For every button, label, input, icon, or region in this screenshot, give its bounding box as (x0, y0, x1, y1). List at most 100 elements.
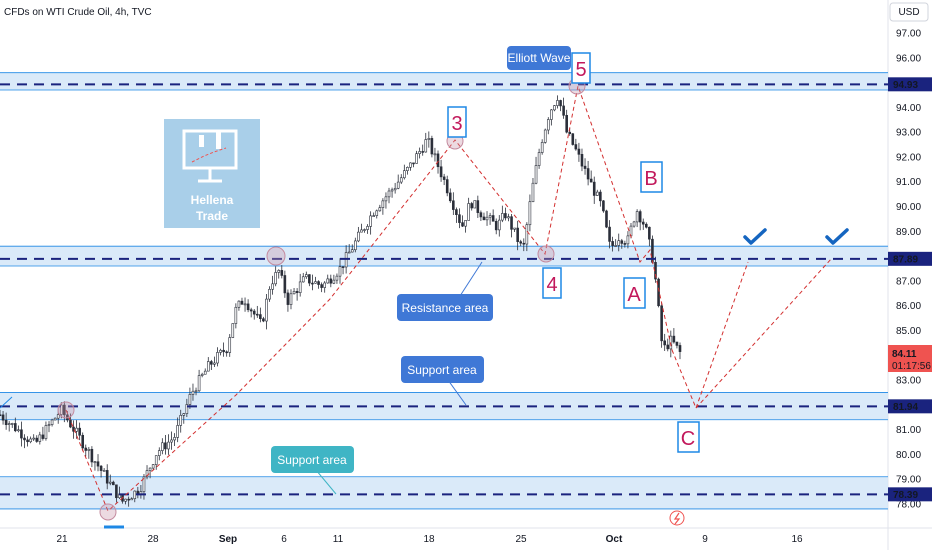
candle-body (531, 182, 535, 203)
checkmark-icon (743, 228, 767, 245)
logo-candle-right (216, 131, 221, 149)
lightning-icon[interactable] (669, 510, 685, 526)
candle-body (421, 151, 425, 153)
candle-body (72, 426, 75, 432)
annotation-support-upper[interactable]: Support area (401, 356, 484, 406)
time-tick-label: Oct (606, 534, 623, 545)
wave-c-label: C (681, 428, 695, 450)
candle-body (455, 209, 458, 215)
price-tick-label: 80.00 (896, 450, 921, 461)
candle-body (32, 437, 35, 440)
candle-body (501, 213, 504, 221)
currency-button-frame (889, 2, 929, 22)
support-label-lower: Support area (277, 453, 347, 467)
currency-button[interactable]: USD (889, 2, 929, 22)
candle-body (268, 288, 271, 300)
candle-body (298, 281, 302, 293)
zones-layer (0, 72, 888, 510)
candle-body (378, 207, 382, 212)
price-tick-label: 83.00 (896, 376, 921, 387)
currency-label: USD (898, 7, 919, 18)
time-tick-label: 11 (333, 534, 344, 545)
candle-body (47, 424, 51, 426)
candle-body (84, 447, 88, 451)
callout-pointer (459, 261, 483, 297)
candle-body (124, 498, 127, 502)
candle-body (243, 303, 247, 306)
target-checkmarks (743, 228, 849, 245)
candle-body (617, 240, 621, 246)
candle-body (657, 278, 660, 307)
candle-body (513, 227, 516, 230)
level-tag-bg (888, 77, 932, 92)
candle-body (396, 181, 400, 189)
price-tick-label: 91.00 (896, 177, 921, 188)
support-bubble-lower (271, 446, 354, 473)
candle-body (93, 461, 97, 464)
price-tick-label: 81.00 (896, 425, 921, 436)
wave-3-box (447, 106, 467, 138)
candle-body (574, 144, 578, 150)
time-tick-label: 25 (515, 534, 527, 545)
candle-body (252, 310, 256, 315)
candle-body (148, 467, 152, 471)
candle-body (645, 223, 648, 228)
candle-body (311, 282, 314, 285)
elliott-bubble (507, 46, 571, 70)
price-level-tags: 94.93 87.89 81.94 78.39 (888, 77, 932, 502)
levels-layer (0, 83, 888, 496)
pivot-marker (57, 401, 75, 419)
candle-body (127, 498, 130, 501)
candle-body (366, 226, 369, 230)
candle-body (638, 211, 642, 223)
candle-body (403, 170, 406, 179)
candle-body (219, 349, 222, 353)
resistance-label: Resistance area (402, 301, 489, 315)
candle-body (439, 166, 443, 178)
candle-body (154, 455, 158, 465)
candle-body (620, 240, 624, 244)
candle-body (108, 481, 112, 484)
candle-body (20, 429, 23, 439)
candle-body (510, 216, 513, 230)
level-tag-label: 87.89 (893, 254, 918, 265)
callout-pointer (315, 469, 337, 495)
candle-body (663, 340, 666, 346)
candle-body (259, 314, 262, 319)
annotation-support-lower[interactable]: Support area (271, 446, 354, 495)
candle-body (485, 216, 489, 221)
candle-body (335, 275, 339, 281)
candle-body (173, 437, 176, 441)
wave-structure (0, 84, 833, 512)
annotation-resistance[interactable]: Resistance area (397, 261, 493, 321)
candle-body (433, 153, 437, 156)
candle-body (283, 275, 287, 294)
candle-body (329, 278, 333, 284)
candle-body (289, 293, 293, 305)
candle-body (237, 300, 241, 308)
candle-body (0, 414, 2, 417)
candle-body (559, 100, 562, 107)
candle-body (206, 361, 210, 372)
candle-body (317, 281, 320, 285)
time-tick-label: 18 (423, 534, 435, 545)
candle-body (4, 419, 8, 425)
time-tick-label: 28 (147, 534, 159, 545)
candle-body (249, 309, 253, 312)
candle-body (491, 215, 495, 222)
candle-body (427, 138, 431, 140)
candle-body (660, 305, 663, 342)
price-axis-background (888, 0, 932, 550)
candle-body (338, 266, 342, 277)
candle-body (341, 266, 345, 268)
candle-body (461, 222, 464, 227)
candle-body (387, 190, 391, 198)
candle-body (626, 235, 630, 245)
symbol-title[interactable]: CFDs on WTI Crude Oil, 4h, TVC (4, 7, 152, 18)
candle-body (537, 152, 541, 166)
candle-body (436, 153, 440, 168)
time-axis[interactable]: 21 28 Sep 6 11 18 25 Oct 9 16 (56, 534, 803, 545)
candle-body (635, 211, 639, 223)
annotation-elliott[interactable]: Elliott Wave (507, 46, 571, 70)
